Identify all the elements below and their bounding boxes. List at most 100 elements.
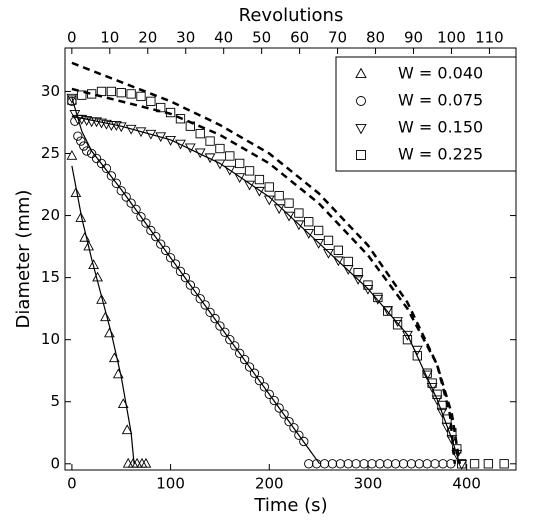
point (452, 444, 462, 454)
point (283, 211, 295, 222)
point (73, 131, 83, 141)
point (431, 395, 443, 406)
point (335, 459, 345, 469)
point (121, 192, 131, 202)
point (125, 124, 137, 135)
point (195, 128, 205, 139)
point (92, 271, 103, 282)
point (304, 217, 314, 227)
point (70, 187, 82, 198)
point (422, 368, 432, 378)
legend-box (335, 56, 517, 172)
point (194, 148, 206, 159)
y-tick-label: 15 (41, 268, 60, 286)
x-axis-label: Time (s) (253, 495, 327, 516)
point (412, 351, 422, 361)
x-tick-label: 0 (67, 475, 77, 493)
point (244, 362, 255, 372)
point (402, 335, 413, 345)
point (106, 86, 117, 97)
point (111, 178, 121, 188)
point (294, 208, 304, 218)
x2-tick-label: 70 (328, 29, 347, 47)
point (259, 382, 269, 392)
point (131, 204, 141, 215)
point (190, 286, 200, 296)
x2-tick-label: 40 (214, 29, 233, 47)
point (254, 174, 265, 185)
point (204, 153, 216, 164)
legend-label: W = 0.075 (398, 91, 483, 110)
point (156, 102, 166, 113)
point (170, 259, 181, 269)
y-tick-label: 20 (41, 206, 60, 224)
point (165, 107, 176, 118)
x2-tick-label: 30 (176, 29, 195, 47)
fit-line (71, 115, 461, 464)
point (353, 268, 363, 278)
point (313, 239, 325, 249)
point (146, 96, 156, 107)
x2-axis-label: Revolutions (239, 5, 344, 26)
point (239, 354, 250, 365)
point (126, 89, 136, 99)
point (76, 136, 86, 146)
point (274, 191, 284, 201)
fit-line (71, 61, 457, 464)
point (234, 173, 246, 184)
point (161, 245, 171, 255)
point (304, 459, 314, 469)
point (205, 307, 215, 318)
point (215, 321, 225, 331)
y-tick-label: 5 (50, 392, 60, 410)
point (225, 151, 235, 161)
point (79, 231, 91, 242)
point (352, 275, 364, 285)
point (456, 459, 468, 470)
point (66, 150, 78, 160)
legend-label: W = 0.150 (398, 118, 483, 137)
point (269, 395, 279, 406)
x-tick-label: 200 (255, 475, 284, 493)
legend-label: W = 0.040 (398, 64, 483, 83)
point (205, 136, 215, 146)
point (175, 266, 186, 277)
x-tick-label: 100 (156, 475, 185, 493)
legend-marker (355, 67, 367, 79)
point (359, 459, 369, 469)
point (264, 389, 274, 399)
x2-tick-label: 80 (366, 29, 385, 47)
point (499, 459, 509, 469)
point (184, 143, 196, 154)
point (299, 436, 309, 447)
point (263, 195, 275, 206)
point (411, 345, 423, 356)
point (451, 450, 463, 460)
point (112, 368, 124, 379)
point (214, 159, 226, 170)
point (195, 294, 205, 304)
x2-tick-label: 90 (404, 29, 423, 47)
point (313, 225, 324, 236)
point (392, 320, 403, 330)
point (323, 235, 334, 246)
point (406, 459, 417, 469)
point (367, 459, 377, 469)
point (100, 311, 111, 322)
point (156, 239, 166, 249)
point (284, 416, 294, 427)
point (145, 129, 157, 140)
point (235, 348, 245, 358)
point (116, 186, 126, 196)
point (175, 114, 186, 124)
legend-marker (356, 150, 366, 160)
point (343, 256, 353, 267)
point (75, 212, 87, 222)
point (155, 132, 167, 143)
point (332, 256, 344, 267)
point (483, 459, 494, 469)
point (225, 335, 235, 345)
point (224, 165, 236, 176)
point (436, 407, 448, 418)
